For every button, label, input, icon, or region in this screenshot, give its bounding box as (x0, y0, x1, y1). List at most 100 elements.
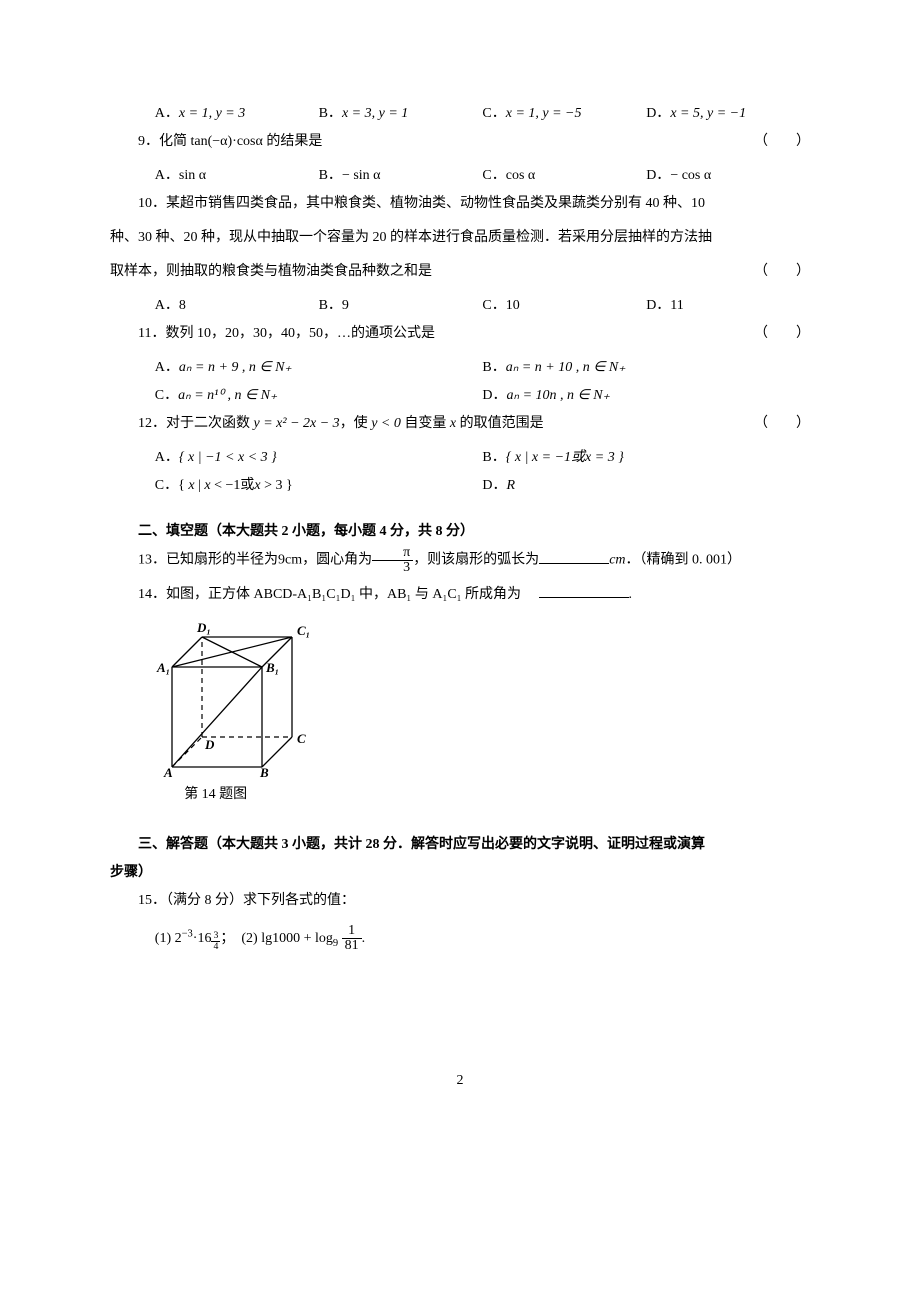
q15-p2-base: 9 (333, 938, 338, 949)
q10-opt-d: D．11 (646, 292, 810, 320)
q12-mid: ，使 (340, 416, 372, 431)
label-A: A (163, 765, 173, 777)
label-A1: A₁ (156, 660, 170, 675)
q9-opt-c: C．cos α (482, 162, 646, 190)
q15-parts: (1) 2−3·1634； (2) lg1000 + log9 181. (110, 921, 810, 957)
opt-expr: x = 1, y = −5 (506, 106, 582, 121)
opt-expr: aₙ = 10n , n ∈ N₊ (507, 388, 610, 403)
q12-options-2: C．{ x | x < −1或x > 3 } D．R (110, 472, 810, 500)
q14-post: 所成角为 (462, 587, 539, 602)
opt-expr: { x | x < −1或x > 3 } (178, 478, 293, 493)
q13-unit: cm (609, 553, 625, 568)
q9-opt-b: B．− sin α (319, 162, 483, 190)
frac-num: 1 (342, 924, 362, 939)
q13-mid1: ，圆心角为 (302, 553, 372, 568)
section3-heading-l2: 步骤） (110, 859, 810, 887)
q10-line3: 取样本，则抽取的粮食类与植物油类食品种数之和是 （ ） (110, 258, 810, 286)
q14-mid1: 中， (355, 587, 387, 602)
q14-mid2: 与 (411, 587, 432, 602)
q9-stem: 9．化简 tan(−α)·cosα 的结果是 （ ） (110, 128, 810, 156)
opt-label: D． (646, 168, 670, 183)
q14: 14．如图，正方体 ABCD-A₁B₁C₁D₁ 中，AB₁ 与 A₁C₁ 所成角… (110, 581, 810, 609)
opt-label: B． (482, 360, 505, 375)
q11-text: 11．数列 10，20，30，40，50，…的通项公式是 (138, 326, 435, 341)
q13-radius: 9cm (278, 553, 302, 568)
q9-opt-a: A．sin α (155, 162, 319, 190)
q15-p2-lg: lg1000 + log (261, 931, 333, 946)
q8-opt-d: D．x = 5, y = −1 (646, 100, 810, 128)
opt-label: D． (482, 388, 506, 403)
q15-p1-pre: (1) (155, 931, 175, 946)
q12-pre: 12．对于二次函数 (138, 416, 254, 431)
q8-opt-c: C．x = 1, y = −5 (482, 100, 646, 128)
opt-label: B． (482, 450, 505, 465)
q10-opt-c: C．10 (482, 292, 646, 320)
q12-paren: （ ） (726, 410, 810, 438)
opt-label: B． (319, 168, 342, 183)
q10-paren: （ ） (754, 258, 810, 286)
q15-end: . (362, 931, 366, 946)
q11-stem: 11．数列 10，20，30，40，50，…的通项公式是 （ ） (110, 320, 810, 348)
opt-expr: aₙ = n + 10 , n ∈ N₊ (506, 360, 626, 375)
q12-end: 的取值范围是 (456, 416, 544, 431)
cube-diagram: D₁ C₁ A₁ B₁ D C A B (152, 617, 322, 777)
opt-expr: x = 1, y = 3 (179, 106, 245, 121)
opt-expr: − sin α (342, 168, 381, 183)
q12-options-1: A．{ x | −1 < x < 3 } B．{ x | x = −1或x = … (110, 444, 810, 472)
opt-label: D． (482, 478, 506, 493)
q9-options: A．sin α B．− sin α C．cos α D．− cos α (110, 162, 810, 190)
opt-label: A． (155, 168, 179, 183)
opt-expr: x = 5, y = −1 (670, 106, 746, 121)
section2-heading: 二、填空题（本大题共 2 小题，每小题 4 分，共 8 分） (110, 518, 810, 546)
opt-expr: aₙ = n¹⁰ , n ∈ N₊ (178, 388, 277, 403)
opt-label: A． (155, 360, 179, 375)
q12-post: 自变量 (401, 416, 450, 431)
frac-den: 3 (372, 561, 413, 575)
q12-expr2: y < 0 (371, 416, 401, 431)
label-D: D (204, 737, 215, 752)
q11-paren: （ ） (726, 320, 810, 348)
q15-p1-a-exp: −3 (182, 928, 193, 939)
q14-caption: 第 14 题图 (184, 781, 810, 809)
q14-pre: 14．如图，正方体 (138, 587, 254, 602)
frac-den: 81 (342, 939, 362, 953)
opt-label: A． (155, 450, 179, 465)
q15-p2-frac: 181 (342, 924, 362, 953)
q14-seg1: AB₁ (387, 587, 411, 602)
q11-opt-b: B．aₙ = n + 10 , n ∈ N₊ (482, 354, 810, 382)
q9-opt-d: D．− cos α (646, 162, 810, 190)
q14-figure: D₁ C₁ A₁ B₁ D C A B (152, 617, 810, 777)
opt-expr: aₙ = n + 9 , n ∈ N₊ (179, 360, 292, 375)
page-number: 2 (110, 1067, 810, 1095)
label-B1: B₁ (265, 660, 279, 675)
q12-opt-c: C．{ x | x < −1或x > 3 } (155, 472, 483, 500)
q15-p1-a: 2 (175, 931, 182, 946)
opt-expr: x = 3, y = 1 (342, 106, 408, 121)
q8-opt-b: B．x = 3, y = 1 (319, 100, 483, 128)
q13-blank (539, 547, 609, 563)
label-C1: C₁ (297, 623, 310, 638)
q14-end: . (629, 587, 633, 602)
q9-pre: 9．化简 (138, 134, 191, 149)
q13-angle-frac: π3 (372, 546, 413, 575)
q13-pre: 13．已知扇形的半径为 (138, 553, 278, 568)
q8-opt-a: A．x = 1, y = 3 (155, 100, 319, 128)
q15-sep: ； (2) (220, 931, 261, 946)
q13-tail: ．（精确到 0. 001） (626, 553, 742, 568)
label-D1: D₁ (196, 620, 211, 635)
q12-stem: 12．对于二次函数 y = x² − 2x − 3，使 y < 0 自变量 x … (110, 410, 810, 438)
opt-expr: { x | −1 < x < 3 } (179, 450, 277, 465)
q9-post: 的结果是 (263, 134, 323, 149)
opt-label: A． (155, 106, 179, 121)
opt-label: C． (482, 168, 505, 183)
q10-line3-text: 取样本，则抽取的粮食类与植物油类食品种数之和是 (110, 264, 432, 279)
q9-expr: tan(−α)·cosα (191, 134, 263, 149)
q15-p1-b: 16 (197, 931, 211, 946)
opt-expr: − cos α (670, 168, 711, 183)
q9-paren: （ ） (726, 128, 810, 156)
q11-opt-a: A．aₙ = n + 9 , n ∈ N₊ (155, 354, 483, 382)
q10-line1: 10．某超市销售四类食品，其中粮食类、植物油类、动物性食品类及果蔬类分别有 40… (110, 190, 810, 218)
opt-expr: cos α (506, 168, 536, 183)
opt-label: C． (155, 478, 178, 493)
q15-stem: 15．（满分 8 分）求下列各式的值： (110, 887, 810, 915)
